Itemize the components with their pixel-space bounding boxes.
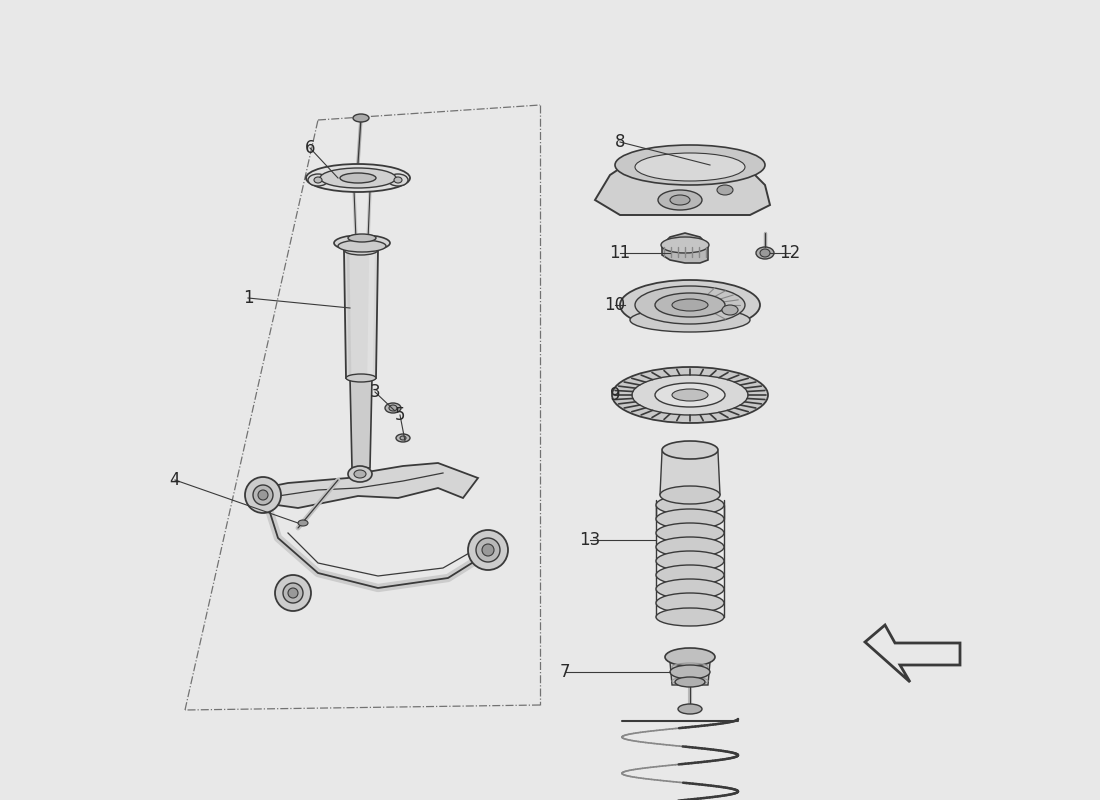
Text: 4: 4 — [169, 471, 180, 489]
Text: 11: 11 — [609, 244, 630, 262]
Ellipse shape — [320, 168, 396, 188]
Text: 7: 7 — [560, 663, 570, 681]
Ellipse shape — [353, 114, 369, 122]
Ellipse shape — [354, 470, 366, 478]
Ellipse shape — [656, 509, 724, 529]
Ellipse shape — [756, 247, 774, 259]
Ellipse shape — [396, 434, 410, 442]
Ellipse shape — [288, 588, 298, 598]
Ellipse shape — [385, 403, 402, 413]
Ellipse shape — [672, 389, 708, 401]
Ellipse shape — [670, 665, 710, 679]
Ellipse shape — [635, 153, 745, 181]
Ellipse shape — [660, 486, 720, 504]
Ellipse shape — [717, 185, 733, 195]
Ellipse shape — [394, 177, 402, 183]
Ellipse shape — [656, 593, 724, 613]
Ellipse shape — [334, 235, 390, 251]
Polygon shape — [670, 662, 710, 685]
Ellipse shape — [656, 495, 724, 515]
Ellipse shape — [348, 234, 376, 242]
Ellipse shape — [308, 174, 328, 186]
Ellipse shape — [468, 530, 508, 570]
Polygon shape — [263, 463, 478, 508]
Ellipse shape — [388, 174, 408, 186]
Text: 13: 13 — [580, 531, 601, 549]
Ellipse shape — [654, 383, 725, 407]
Ellipse shape — [348, 466, 372, 482]
Ellipse shape — [346, 374, 376, 382]
Text: 12: 12 — [780, 244, 801, 262]
Polygon shape — [595, 150, 770, 215]
Ellipse shape — [298, 520, 308, 526]
Ellipse shape — [656, 523, 724, 543]
Polygon shape — [350, 378, 372, 468]
Ellipse shape — [722, 305, 738, 315]
Ellipse shape — [615, 145, 764, 185]
Ellipse shape — [658, 190, 702, 210]
Ellipse shape — [344, 245, 378, 255]
Ellipse shape — [245, 477, 280, 513]
Ellipse shape — [654, 293, 725, 317]
Ellipse shape — [661, 237, 710, 253]
Polygon shape — [662, 233, 708, 263]
Polygon shape — [344, 250, 378, 378]
Text: 3: 3 — [370, 383, 381, 401]
Ellipse shape — [656, 608, 724, 626]
Text: 6: 6 — [305, 139, 316, 157]
Ellipse shape — [675, 677, 705, 687]
Text: 8: 8 — [615, 133, 625, 151]
Ellipse shape — [482, 544, 494, 556]
Text: 10: 10 — [604, 296, 626, 314]
Ellipse shape — [656, 551, 724, 571]
Ellipse shape — [283, 583, 302, 603]
Ellipse shape — [672, 299, 708, 311]
Ellipse shape — [620, 280, 760, 330]
Ellipse shape — [635, 286, 745, 324]
Ellipse shape — [670, 195, 690, 205]
Ellipse shape — [656, 565, 724, 585]
Text: 1: 1 — [243, 289, 253, 307]
Ellipse shape — [678, 704, 702, 714]
Ellipse shape — [662, 441, 718, 459]
Text: 5: 5 — [395, 406, 405, 424]
Ellipse shape — [400, 436, 406, 440]
Ellipse shape — [760, 249, 770, 257]
Ellipse shape — [306, 164, 410, 192]
Ellipse shape — [630, 308, 750, 332]
Ellipse shape — [340, 173, 376, 183]
Polygon shape — [660, 452, 720, 495]
Ellipse shape — [275, 575, 311, 611]
Ellipse shape — [314, 177, 322, 183]
Ellipse shape — [253, 485, 273, 505]
Ellipse shape — [656, 537, 724, 557]
Ellipse shape — [258, 490, 268, 500]
Ellipse shape — [632, 375, 748, 415]
Polygon shape — [865, 625, 960, 682]
Ellipse shape — [656, 579, 724, 599]
Ellipse shape — [476, 538, 501, 562]
Ellipse shape — [666, 648, 715, 666]
Text: 9: 9 — [609, 386, 620, 404]
Ellipse shape — [338, 240, 386, 252]
Ellipse shape — [389, 405, 397, 411]
Ellipse shape — [612, 367, 768, 423]
